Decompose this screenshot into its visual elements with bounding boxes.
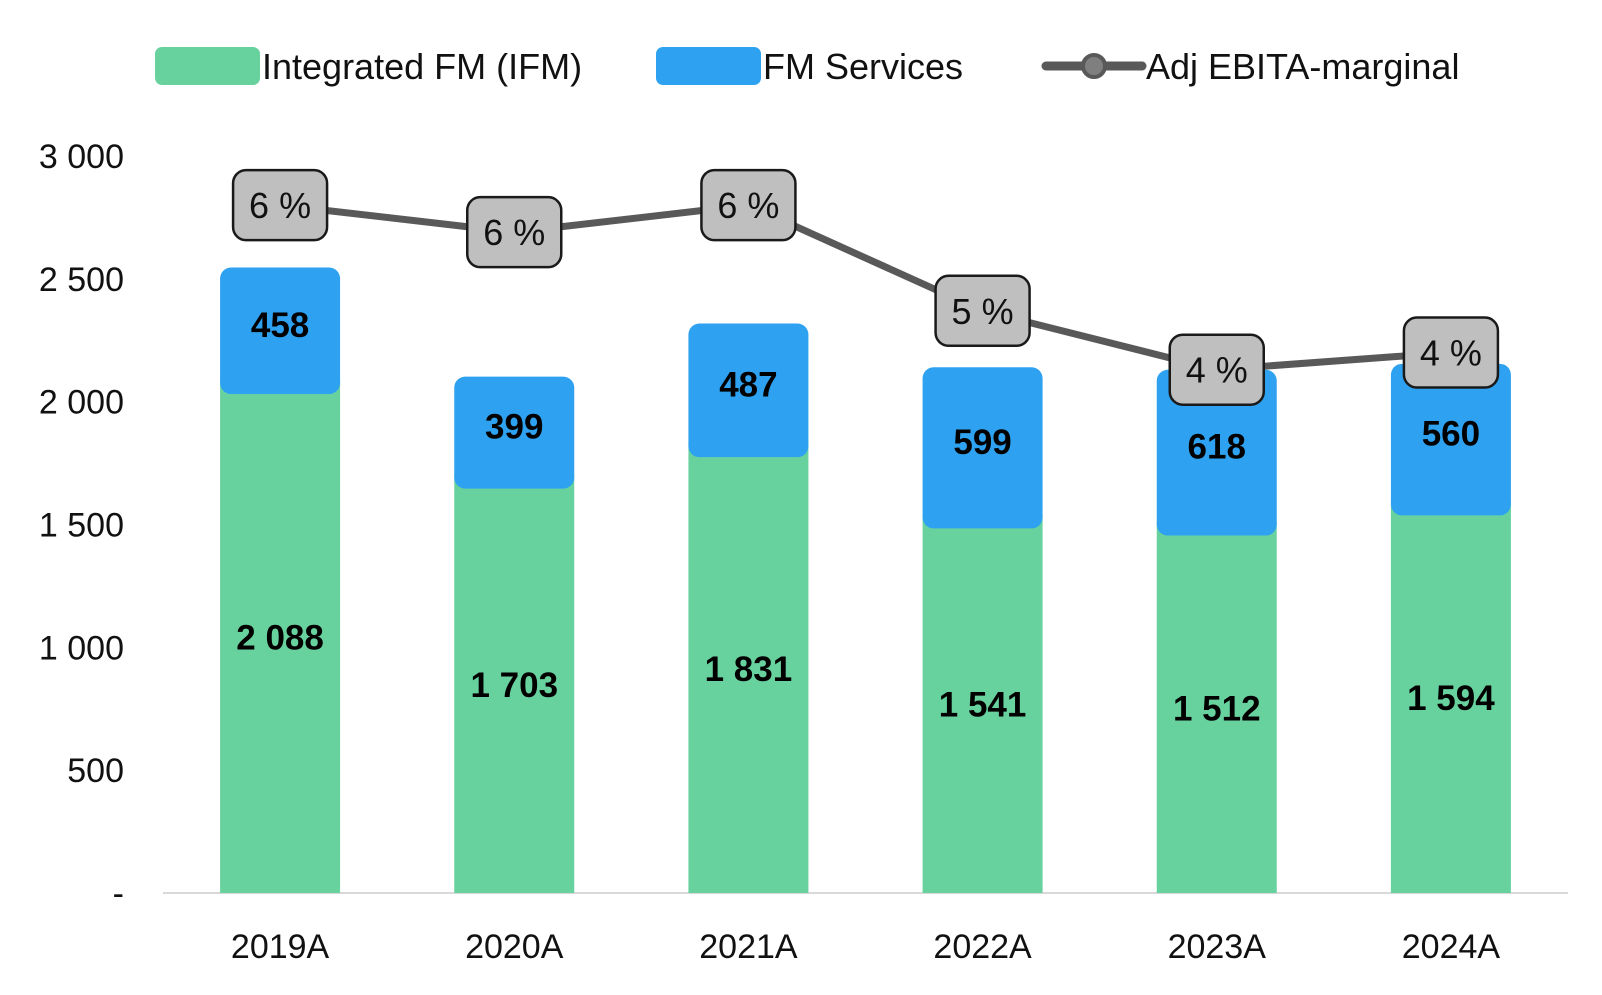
bar-value-label: 599	[953, 423, 1011, 462]
margin-label: 4 %	[1186, 350, 1248, 391]
bar-segment-fm-services	[922, 367, 1043, 529]
legend-swatch-fm-services	[656, 47, 761, 85]
bar-segment-fm-services	[1156, 369, 1277, 536]
bar-segment-ifm	[1390, 501, 1511, 893]
x-tick-label: 2024A	[1402, 928, 1501, 966]
bar-value-label: 487	[719, 365, 777, 404]
legend-line-dot	[1081, 53, 1107, 79]
margin-label: 6 %	[249, 185, 311, 226]
margin-label-box	[934, 274, 1031, 348]
x-tick-label: 2020A	[465, 928, 564, 966]
bar-value-label: 1 831	[705, 650, 793, 689]
bar-segment-ifm	[220, 380, 341, 894]
legend: Integrated FM (IFM) FM Services Adj EBIT…	[155, 46, 1459, 87]
y-tick-label: 1 000	[39, 629, 124, 667]
bar-segment-fm-services	[688, 323, 809, 458]
margin-label: 5 %	[952, 291, 1014, 332]
bar-segment-fm-services	[220, 267, 341, 395]
y-tick-label: -	[113, 875, 124, 913]
legend-label-margin: Adj EBITA-marginal	[1146, 46, 1459, 87]
legend-label-ifm: Integrated FM (IFM)	[262, 46, 582, 87]
y-tick-label: 2 000	[39, 384, 124, 422]
legend-label-fm-services: FM Services	[763, 46, 963, 87]
margin-label: 4 %	[1420, 333, 1482, 374]
margin-line: 6 % 6 % 6 % 5 % 4 % 4 %	[231, 168, 1500, 406]
bar-value-label: 458	[251, 306, 309, 345]
x-tick-label: 2022A	[933, 928, 1032, 966]
bars: 2 088 1 703 1 831 1 541 1 512 1 594 458 399 487 5…	[220, 267, 1511, 894]
x-tick-label: 2021A	[699, 928, 798, 966]
y-tick-label: 500	[67, 752, 124, 790]
bar-segment-ifm	[688, 443, 809, 893]
bar-segment-fm-services	[1390, 363, 1511, 516]
bar-value-label: 2 088	[236, 619, 324, 658]
bar-value-label: 1 541	[939, 686, 1027, 725]
y-tick-label: 2 500	[39, 261, 124, 299]
bar-value-label: 1 512	[1173, 689, 1261, 728]
margin-label-box	[1168, 333, 1265, 406]
x-tick-label: 2019A	[231, 928, 330, 966]
bar-segment-ifm	[454, 474, 575, 893]
legend-swatch-ifm	[155, 47, 260, 85]
y-tick-label: 1 500	[39, 507, 124, 545]
margin-label: 6 %	[717, 185, 779, 226]
axes: - 500 1 000 1 500 2 000 2 500 3 000 2019A 2020A 2…	[39, 138, 1568, 966]
bar-value-label: 399	[485, 408, 543, 447]
margin-label-box	[231, 168, 329, 242]
margin-line-path	[279, 201, 1452, 374]
bar-segment-ifm	[922, 514, 1043, 893]
bar-value-label: 1 703	[470, 666, 558, 705]
x-tick-label: 2023A	[1168, 928, 1267, 966]
bar-value-label: 560	[1422, 415, 1480, 454]
bar-segment-ifm	[1156, 521, 1277, 893]
y-tick-label: 3 000	[39, 138, 124, 176]
bar-value-label: 1 594	[1407, 679, 1495, 718]
bar-value-label: 618	[1188, 428, 1246, 467]
bar-segment-fm-services	[454, 376, 575, 489]
margin-label: 6 %	[483, 212, 545, 253]
margin-label-box	[466, 195, 563, 269]
margin-label-box	[700, 168, 797, 242]
margin-label-box	[1402, 316, 1500, 389]
